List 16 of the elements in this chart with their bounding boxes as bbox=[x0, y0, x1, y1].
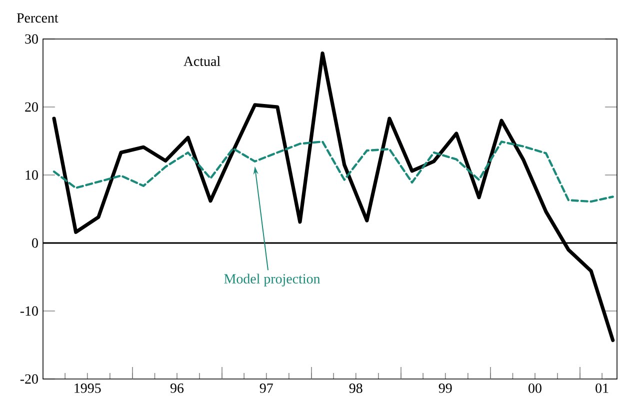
y-tick-label: -20 bbox=[20, 374, 38, 384]
y-axis-title: Percent bbox=[16, 13, 58, 23]
y-tick-label: 10 bbox=[26, 170, 38, 180]
text: Actual bbox=[184, 56, 220, 66]
y-tick-label: 30 bbox=[25, 34, 38, 44]
x-tick-label: 96 bbox=[170, 384, 184, 393]
text: Model projection bbox=[224, 274, 320, 286]
x-tick-label: 97 bbox=[260, 384, 273, 393]
x-tick-label: 00 bbox=[528, 384, 542, 393]
x-tick-label: 98 bbox=[349, 384, 362, 393]
y-tick-label: 0 bbox=[32, 238, 38, 248]
y-tick-label: -10 bbox=[20, 306, 38, 316]
x-tick-label: 01 bbox=[596, 384, 608, 393]
x-tick-label: 99 bbox=[438, 384, 452, 393]
x-tick-label: 1995 bbox=[74, 384, 101, 393]
y-tick-label: 20 bbox=[25, 102, 38, 112]
